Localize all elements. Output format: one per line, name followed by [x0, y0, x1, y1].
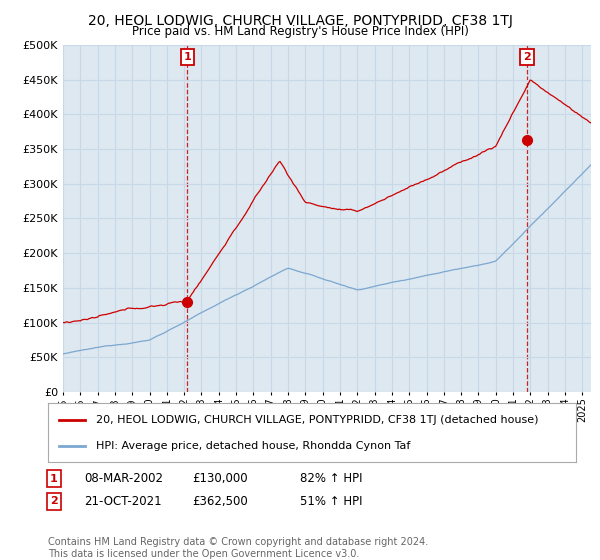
- Text: 21-OCT-2021: 21-OCT-2021: [84, 494, 161, 508]
- Text: 1: 1: [50, 474, 58, 484]
- Text: 08-MAR-2002: 08-MAR-2002: [84, 472, 163, 486]
- Text: 2: 2: [50, 496, 58, 506]
- Text: 2: 2: [523, 52, 531, 62]
- Text: 20, HEOL LODWIG, CHURCH VILLAGE, PONTYPRIDD, CF38 1TJ: 20, HEOL LODWIG, CHURCH VILLAGE, PONTYPR…: [88, 14, 512, 28]
- Text: Contains HM Land Registry data © Crown copyright and database right 2024.
This d: Contains HM Land Registry data © Crown c…: [48, 537, 428, 559]
- Text: £362,500: £362,500: [192, 494, 248, 508]
- Text: 82% ↑ HPI: 82% ↑ HPI: [300, 472, 362, 486]
- Text: Price paid vs. HM Land Registry's House Price Index (HPI): Price paid vs. HM Land Registry's House …: [131, 25, 469, 38]
- Text: 51% ↑ HPI: 51% ↑ HPI: [300, 494, 362, 508]
- Text: £130,000: £130,000: [192, 472, 248, 486]
- Text: 1: 1: [184, 52, 191, 62]
- Text: HPI: Average price, detached house, Rhondda Cynon Taf: HPI: Average price, detached house, Rhon…: [95, 441, 410, 451]
- Text: 20, HEOL LODWIG, CHURCH VILLAGE, PONTYPRIDD, CF38 1TJ (detached house): 20, HEOL LODWIG, CHURCH VILLAGE, PONTYPR…: [95, 414, 538, 424]
